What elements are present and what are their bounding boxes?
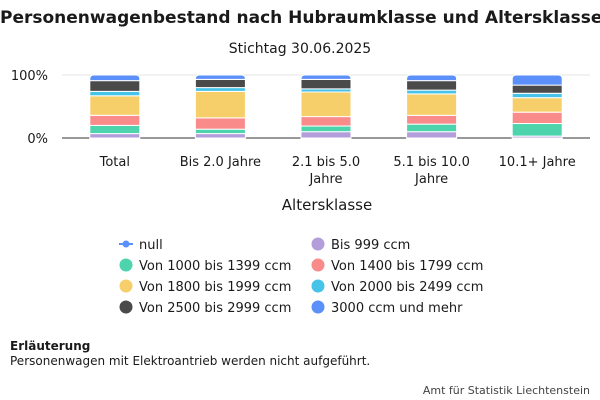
x-tick-label: 10.1+ Jahre xyxy=(499,155,576,170)
legend-symbol xyxy=(119,279,133,293)
bar-segment xyxy=(194,78,246,89)
legend-symbol xyxy=(311,300,325,314)
note-title: Erläuterung xyxy=(10,339,91,353)
bar-segment xyxy=(194,90,246,119)
legend-label: Von 1800 bis 1999 ccm xyxy=(139,280,291,295)
x-tick-label: Jahre xyxy=(414,172,448,187)
note-text: Personenwagen mit Elektroantrieb werden … xyxy=(10,354,371,368)
bar-segment xyxy=(406,93,458,116)
bar-segment xyxy=(511,97,563,113)
bar-segment xyxy=(511,92,563,99)
y-tick-label: 100% xyxy=(11,69,48,84)
legend-symbol xyxy=(122,240,130,248)
legend-label: Von 1400 bis 1799 ccm xyxy=(331,259,483,274)
x-tick-label: 5.1 bis 10.0 xyxy=(393,155,470,170)
x-tick-label: Total xyxy=(99,155,130,170)
bar-segment xyxy=(89,133,141,139)
legend-label: Von 1000 bis 1399 ccm xyxy=(139,259,291,274)
bar-segment xyxy=(300,74,352,80)
bar-segment xyxy=(406,74,458,82)
bar-segment xyxy=(300,131,352,139)
bar-segment xyxy=(89,124,141,135)
bar-segment xyxy=(300,91,352,118)
x-tick-label: 2.1 bis 5.0 xyxy=(292,155,360,170)
bar-segment xyxy=(406,123,458,133)
bar-segment xyxy=(511,123,563,137)
bar-segment xyxy=(89,95,141,116)
bar-segment xyxy=(511,74,563,86)
legend-symbol xyxy=(311,258,325,272)
bar-segment xyxy=(406,114,458,125)
bar-segment xyxy=(194,133,246,139)
bar-segment xyxy=(194,117,246,130)
bar-segment xyxy=(406,89,458,95)
x-tick-label: Bis 2.0 Jahre xyxy=(180,155,261,170)
legend-label: Bis 999 ccm xyxy=(331,238,410,253)
legend-label: Von 2500 bis 2999 ccm xyxy=(139,301,291,316)
legend-symbol xyxy=(119,258,133,272)
chart-subtitle: Stichtag 30.06.2025 xyxy=(228,41,372,57)
legend-symbol xyxy=(311,279,325,293)
y-tick-label: 0% xyxy=(27,132,48,147)
x-axis-title: Altersklasse xyxy=(282,196,372,214)
legend-label: null xyxy=(139,238,163,253)
bar-segment xyxy=(300,116,352,127)
legend-symbol xyxy=(119,300,133,314)
chart-title: Personenwagenbestand nach Hubraumklasse … xyxy=(0,8,600,28)
stacked-bar-chart: 100% 0% Total Bis 2.0 Jahre 2.1 bis 5.0 Jahre… xyxy=(11,69,590,316)
bar-segment xyxy=(89,80,141,92)
bar-segment xyxy=(194,128,246,135)
bar-segment xyxy=(194,74,246,80)
legend-label: Von 2000 bis 2499 ccm xyxy=(331,280,483,295)
bar-segment xyxy=(89,74,141,82)
bar-segment xyxy=(300,78,352,90)
bar-segment xyxy=(511,84,563,94)
bar-segment xyxy=(194,87,246,92)
legend-label: 3000 ccm und mehr xyxy=(331,301,463,316)
legend-symbol xyxy=(311,237,325,251)
x-tick-label: Jahre xyxy=(308,172,342,187)
bar-segment xyxy=(300,125,352,133)
source-credit: Amt für Statistik Liechtenstein xyxy=(422,384,590,397)
bar-segment xyxy=(89,90,141,97)
bar-segment xyxy=(406,80,458,91)
bar-segment xyxy=(89,114,141,126)
bar-segment xyxy=(511,111,563,125)
bar-segment xyxy=(406,131,458,139)
